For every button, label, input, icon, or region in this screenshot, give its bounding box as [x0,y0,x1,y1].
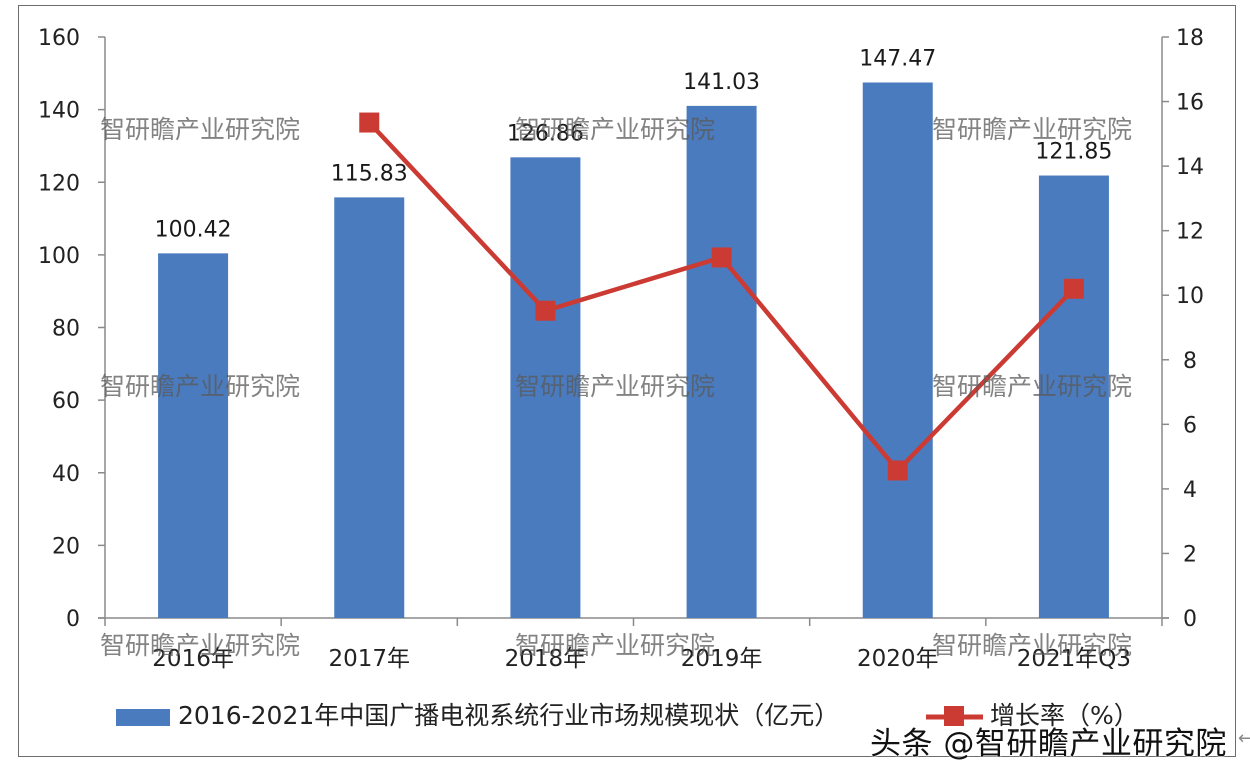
right-axis-tick-label: 8 [1183,349,1197,374]
legend-bar-swatch [116,709,170,726]
legend-bar-label: 2016-2021年中国广播电视系统行业市场规模现状（亿元） [178,701,839,730]
bar [158,253,229,619]
right-axis-tick-label: 12 [1176,220,1204,245]
left-y-axis: 0 20 40 60 80 100 120 140 160 [38,26,106,632]
left-axis-tick-label: 40 [52,462,80,487]
x-axis-category-label: 2018年 [505,646,587,672]
right-axis-tick-label: 18 [1176,26,1204,51]
left-axis-tick-label: 60 [52,389,80,414]
watermark-text: 智研瞻产业研究院 [515,631,715,660]
right-axis-tick-label: 0 [1183,607,1197,632]
bar-value-label: 147.47 [859,46,936,71]
source-caption: 头条 @智研瞻产业研究院 [870,726,1227,762]
watermark-text: 智研瞻产业研究院 [932,372,1132,401]
watermark-text: 智研瞻产业研究院 [515,372,715,401]
bar [334,197,405,618]
x-axis-category-label: 2020年 [857,646,939,672]
left-axis-tick-label: 140 [38,99,80,124]
bar-value-labels: 100.42 115.83 126.86 141.03 147.47 121.85 [155,46,1113,242]
right-axis-tick-label: 10 [1176,284,1204,309]
x-axis-category-label: 2016年 [152,646,234,672]
right-axis-tick-label: 16 [1176,91,1204,116]
legend: 2016-2021年中国广播电视系统行业市场规模现状（亿元） 增长率（%） [116,701,1139,730]
bar [1038,175,1109,619]
right-axis-tick-label: 14 [1176,155,1204,180]
left-axis-tick-label: 0 [66,607,80,632]
bar-value-label: 141.03 [683,70,760,95]
legend-line-label: 增长率（%） [990,701,1139,730]
watermark-text: 智研瞻产业研究院 [515,115,715,144]
left-axis-tick-label: 120 [38,171,80,196]
x-axis-category-label: 2017年 [328,646,410,672]
bar-value-label: 126.86 [507,121,584,146]
right-axis-tick-label: 4 [1183,478,1197,503]
line-marker [711,247,732,268]
line-marker [359,112,380,133]
growth-rate-line-series [359,112,1084,481]
x-axis-category-label: 2021年Q3 [1017,646,1131,672]
watermark-text: 智研瞻产业研究院 [100,372,300,401]
left-axis-tick-label: 100 [38,244,80,269]
left-axis-tick-label: 20 [52,534,80,559]
right-y-axis: 0 2 4 6 8 10 12 14 16 18 [1161,26,1204,632]
left-axis-tick-label: 160 [38,26,80,51]
bar [510,157,581,618]
bar [862,82,933,618]
arrow-left-icon: ← [1238,728,1250,749]
line-marker [1063,278,1084,299]
bar-value-label: 100.42 [155,217,232,242]
right-axis-tick-label: 2 [1183,542,1197,567]
x-axis-category-label: 2019年 [681,646,763,672]
line-marker [535,300,556,321]
x-axis: 2016年 2017年 2018年 2019年 2020年 2021年Q3 [98,617,1169,672]
left-axis-tick-label: 80 [52,317,80,342]
bar [686,105,757,618]
watermark-text: 智研瞻产业研究院 [932,631,1132,660]
watermark-text: 智研瞻产业研究院 [100,631,300,660]
line-marker [887,460,908,481]
legend-line-marker-icon [944,706,964,726]
bar-value-label: 121.85 [1035,140,1112,165]
watermark-text: 智研瞻产业研究院 [100,115,300,144]
watermark-text: 智研瞻产业研究院 [932,115,1132,144]
bar-value-label: 115.83 [331,161,408,186]
bar-series [158,82,1109,619]
right-axis-tick-label: 6 [1183,413,1197,438]
